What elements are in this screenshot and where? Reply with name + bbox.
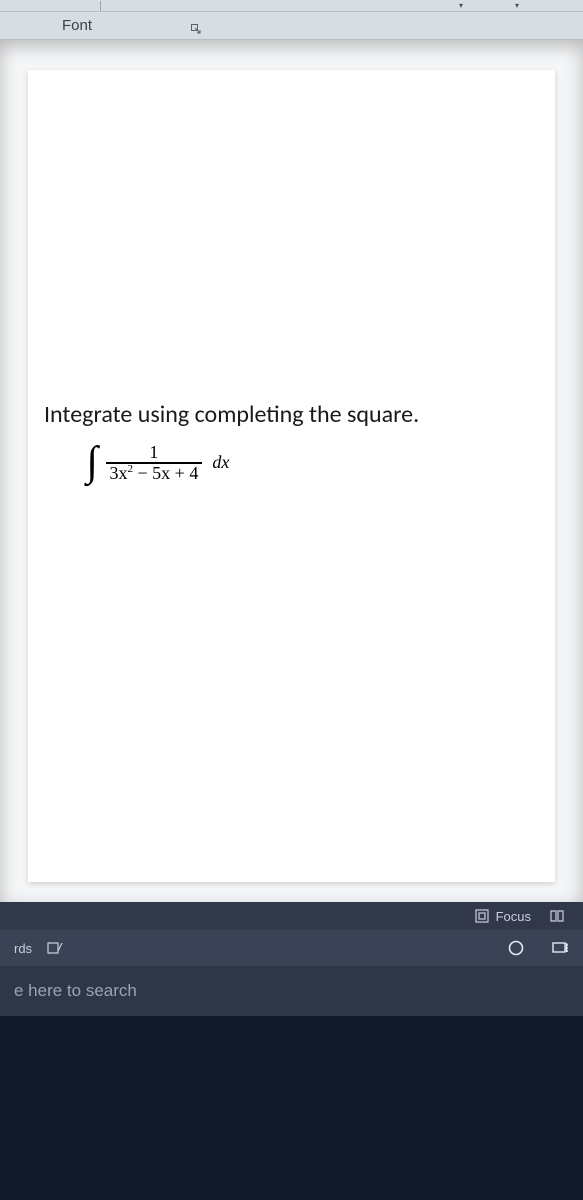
status-bar: rds	[0, 930, 583, 966]
fraction: 1 3x2 − 5x + 4	[106, 443, 203, 483]
differential-dx: dx	[212, 452, 229, 473]
dialog-launcher-icon[interactable]	[189, 22, 203, 36]
focus-icon	[474, 908, 490, 924]
integral-sign: ∫	[86, 448, 98, 477]
spellcheck-icon[interactable]	[46, 939, 64, 957]
dark-filler	[0, 1016, 583, 1200]
document-page[interactable]: Integrate using completing the square. ∫…	[28, 70, 555, 882]
task-view-icon[interactable]	[551, 939, 569, 957]
document-canvas: Integrate using completing the square. ∫…	[0, 40, 583, 902]
taskbar-search[interactable]: e here to search	[0, 966, 583, 1016]
ribbon-top-strip: ▾ ▾	[0, 0, 583, 12]
word-count-fragment[interactable]: rds	[14, 941, 32, 956]
view-bar: Focus	[0, 902, 583, 930]
ribbon-group-label: Font	[62, 17, 92, 34]
dropdown-chevron-icon[interactable]: ▾	[459, 1, 463, 10]
ribbon-group-row: Font	[0, 12, 583, 40]
dropdown-chevron-icon[interactable]: ▾	[515, 1, 519, 10]
ribbon-separator	[100, 1, 101, 11]
fraction-numerator: 1	[145, 443, 162, 462]
problem-title: Integrate using completing the square.	[44, 400, 539, 429]
cortana-circle-icon[interactable]	[507, 939, 525, 957]
integral-expression: ∫ 1 3x2 − 5x + 4 dx	[86, 443, 539, 483]
search-text-fragment: e here to search	[14, 981, 137, 1001]
read-mode-icon[interactable]	[549, 908, 565, 924]
fraction-denominator: 3x2 − 5x + 4	[106, 464, 203, 483]
focus-mode-button[interactable]: Focus	[474, 908, 531, 924]
focus-label: Focus	[496, 909, 531, 924]
